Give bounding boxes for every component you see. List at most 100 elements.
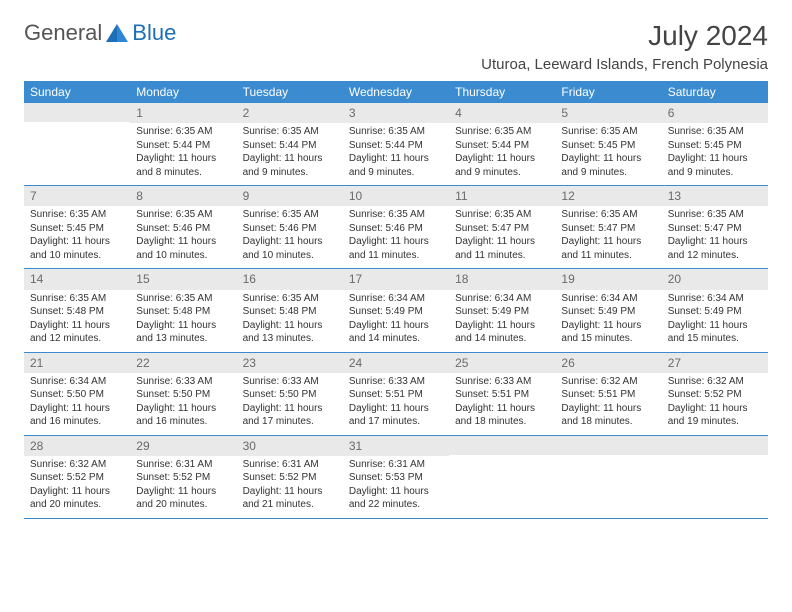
daylight-text: Daylight: 11 hours and 13 minutes. xyxy=(243,319,337,346)
daylight-text: Daylight: 11 hours and 21 minutes. xyxy=(243,485,337,512)
day-number: 22 xyxy=(130,353,236,373)
sunrise-text: Sunrise: 6:35 AM xyxy=(455,208,549,222)
day-header: Saturday xyxy=(662,81,768,103)
day-content: Sunrise: 6:35 AMSunset: 5:45 PMDaylight:… xyxy=(555,123,661,185)
day-cell xyxy=(662,435,768,518)
sunrise-text: Sunrise: 6:31 AM xyxy=(136,458,230,472)
daylight-text: Daylight: 11 hours and 18 minutes. xyxy=(561,402,655,429)
sunset-text: Sunset: 5:51 PM xyxy=(561,388,655,402)
day-number: 12 xyxy=(555,186,661,206)
day-cell: 17Sunrise: 6:34 AMSunset: 5:49 PMDayligh… xyxy=(343,269,449,352)
day-cell: 13Sunrise: 6:35 AMSunset: 5:47 PMDayligh… xyxy=(662,186,768,269)
sunrise-text: Sunrise: 6:33 AM xyxy=(243,375,337,389)
week-row: 14Sunrise: 6:35 AMSunset: 5:48 PMDayligh… xyxy=(24,269,768,352)
day-number-empty xyxy=(662,436,768,455)
day-content: Sunrise: 6:35 AMSunset: 5:45 PMDaylight:… xyxy=(24,206,130,268)
day-cell: 12Sunrise: 6:35 AMSunset: 5:47 PMDayligh… xyxy=(555,186,661,269)
day-number: 28 xyxy=(24,436,130,456)
sunset-text: Sunset: 5:52 PM xyxy=(136,471,230,485)
day-content: Sunrise: 6:31 AMSunset: 5:52 PMDaylight:… xyxy=(130,456,236,518)
sunset-text: Sunset: 5:44 PM xyxy=(455,139,549,153)
daylight-text: Daylight: 11 hours and 12 minutes. xyxy=(30,319,124,346)
daylight-text: Daylight: 11 hours and 8 minutes. xyxy=(136,152,230,179)
sunset-text: Sunset: 5:51 PM xyxy=(349,388,443,402)
day-number: 3 xyxy=(343,103,449,123)
sunrise-text: Sunrise: 6:34 AM xyxy=(455,292,549,306)
sunrise-text: Sunrise: 6:35 AM xyxy=(349,208,443,222)
sunset-text: Sunset: 5:44 PM xyxy=(349,139,443,153)
logo-triangle-icon xyxy=(106,24,128,42)
day-content: Sunrise: 6:35 AMSunset: 5:44 PMDaylight:… xyxy=(130,123,236,185)
daylight-text: Daylight: 11 hours and 9 minutes. xyxy=(455,152,549,179)
sunset-text: Sunset: 5:52 PM xyxy=(30,471,124,485)
day-cell: 30Sunrise: 6:31 AMSunset: 5:52 PMDayligh… xyxy=(237,435,343,518)
sunrise-text: Sunrise: 6:35 AM xyxy=(30,292,124,306)
daylight-text: Daylight: 11 hours and 10 minutes. xyxy=(243,235,337,262)
day-cell: 28 Sunrise: 6:32 AMSunset: 5:52 PMDayligh… xyxy=(24,435,130,518)
day-number: 30 xyxy=(237,436,343,456)
daylight-text: Daylight: 11 hours and 20 minutes. xyxy=(30,485,124,512)
day-cell: 15Sunrise: 6:35 AMSunset: 5:48 PMDayligh… xyxy=(130,269,236,352)
day-content: Sunrise: 6:34 AMSunset: 5:49 PMDaylight:… xyxy=(343,290,449,352)
day-content: Sunrise: 6:33 AMSunset: 5:51 PMDaylight:… xyxy=(449,373,555,435)
header-right: July 2024 Uturoa, Leeward Islands, Frenc… xyxy=(481,20,768,73)
sunrise-text: Sunrise: 6:32 AM xyxy=(668,375,762,389)
day-cell xyxy=(24,103,130,186)
page-header: General Blue July 2024 Uturoa, Leeward I… xyxy=(24,20,768,73)
day-number: 1 xyxy=(130,103,236,123)
sunset-text: Sunset: 5:48 PM xyxy=(243,305,337,319)
day-number: 6 xyxy=(662,103,768,123)
sunrise-text: Sunrise: 6:35 AM xyxy=(243,292,337,306)
sunset-text: Sunset: 5:44 PM xyxy=(243,139,337,153)
day-header: Sunday xyxy=(24,81,130,103)
sunrise-text: Sunrise: 6:34 AM xyxy=(30,375,124,389)
day-number: 7 xyxy=(24,186,130,206)
sunrise-text: Sunrise: 6:33 AM xyxy=(349,375,443,389)
sunrise-text: Sunrise: 6:32 AM xyxy=(30,458,124,472)
day-content: Sunrise: 6:35 AMSunset: 5:48 PMDaylight:… xyxy=(130,290,236,352)
logo: General Blue xyxy=(24,20,176,46)
day-cell: 24Sunrise: 6:33 AMSunset: 5:51 PMDayligh… xyxy=(343,352,449,435)
day-number: 19 xyxy=(555,269,661,289)
sunset-text: Sunset: 5:51 PM xyxy=(455,388,549,402)
sunrise-text: Sunrise: 6:35 AM xyxy=(243,208,337,222)
daylight-text: Daylight: 11 hours and 10 minutes. xyxy=(136,235,230,262)
day-number-empty xyxy=(449,436,555,455)
logo-text-blue: Blue xyxy=(132,20,176,46)
day-header: Wednesday xyxy=(343,81,449,103)
day-content: Sunrise: 6:34 AMSunset: 5:50 PMDaylight:… xyxy=(24,373,130,435)
day-cell xyxy=(449,435,555,518)
sunrise-text: Sunrise: 6:35 AM xyxy=(349,125,443,139)
daylight-text: Daylight: 11 hours and 9 minutes. xyxy=(668,152,762,179)
sunrise-text: Sunrise: 6:35 AM xyxy=(561,208,655,222)
day-content: Sunrise: 6:35 AMSunset: 5:46 PMDaylight:… xyxy=(130,206,236,268)
daylight-text: Daylight: 11 hours and 9 minutes. xyxy=(349,152,443,179)
day-number: 4 xyxy=(449,103,555,123)
day-content: Sunrise: 6:35 AMSunset: 5:46 PMDaylight:… xyxy=(237,206,343,268)
day-number: 26 xyxy=(555,353,661,373)
sunset-text: Sunset: 5:53 PM xyxy=(349,471,443,485)
day-number: 2 xyxy=(237,103,343,123)
day-cell: 5Sunrise: 6:35 AMSunset: 5:45 PMDaylight… xyxy=(555,103,661,186)
day-cell: 9Sunrise: 6:35 AMSunset: 5:46 PMDaylight… xyxy=(237,186,343,269)
daylight-text: Daylight: 11 hours and 13 minutes. xyxy=(136,319,230,346)
day-content: Sunrise: 6:35 AMSunset: 5:45 PMDaylight:… xyxy=(662,123,768,185)
location-label: Uturoa, Leeward Islands, French Polynesi… xyxy=(481,56,768,73)
daylight-text: Daylight: 11 hours and 17 minutes. xyxy=(349,402,443,429)
daylight-text: Daylight: 11 hours and 20 minutes. xyxy=(136,485,230,512)
day-number: 13 xyxy=(662,186,768,206)
week-row: 21Sunrise: 6:34 AMSunset: 5:50 PMDayligh… xyxy=(24,352,768,435)
daylight-text: Daylight: 11 hours and 12 minutes. xyxy=(668,235,762,262)
sunset-text: Sunset: 5:45 PM xyxy=(30,222,124,236)
day-number: 29 xyxy=(130,436,236,456)
daylight-text: Daylight: 11 hours and 18 minutes. xyxy=(455,402,549,429)
daylight-text: Daylight: 11 hours and 11 minutes. xyxy=(455,235,549,262)
sunset-text: Sunset: 5:48 PM xyxy=(136,305,230,319)
sunset-text: Sunset: 5:50 PM xyxy=(136,388,230,402)
week-row: 7Sunrise: 6:35 AMSunset: 5:45 PMDaylight… xyxy=(24,186,768,269)
sunrise-text: Sunrise: 6:35 AM xyxy=(243,125,337,139)
daylight-text: Daylight: 11 hours and 11 minutes. xyxy=(561,235,655,262)
day-number: 11 xyxy=(449,186,555,206)
daylight-text: Daylight: 11 hours and 15 minutes. xyxy=(668,319,762,346)
day-cell: 18Sunrise: 6:34 AMSunset: 5:49 PMDayligh… xyxy=(449,269,555,352)
